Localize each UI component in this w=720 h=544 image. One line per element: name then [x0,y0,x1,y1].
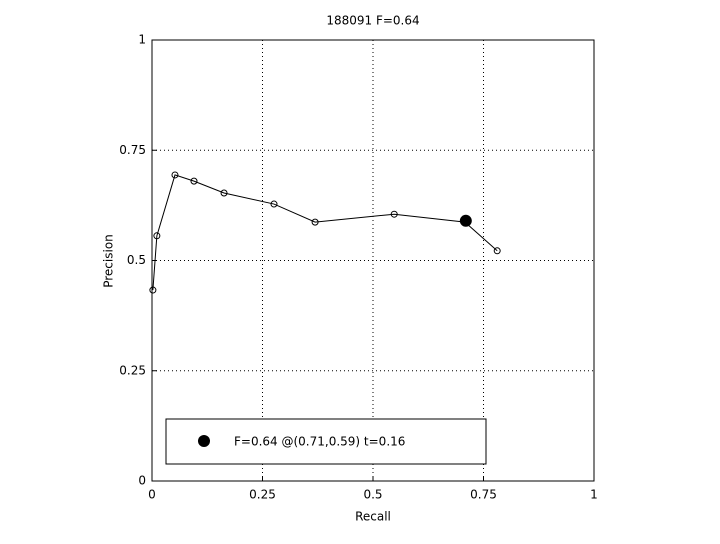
pr-curve [152,174,498,291]
pr-point [153,232,161,240]
x-tick-label: 0.25 [249,488,276,502]
legend-marker [198,435,210,447]
x-tick-label: 0.5 [363,488,382,502]
y-tick-label: 0.25 [119,363,146,377]
x-tick-label: 1 [590,488,598,502]
legend-box [165,418,487,465]
x-axis-label: Recall [355,510,391,524]
x-tick-label: 0 [148,488,156,502]
pr-point [190,177,198,185]
y-tick-label: 1 [138,33,146,47]
legend-label: F=0.64 @(0.71,0.59) t=0.16 [234,435,405,449]
y-tick-label: 0 [138,474,146,488]
pr-point [311,218,319,226]
pr-point [270,200,278,208]
plot-frame [151,39,595,482]
pr-point [149,286,157,294]
pr-point [390,210,398,218]
pr-point [220,189,228,197]
y-tick-label: 0.75 [119,143,146,157]
y-tick-label: 0.5 [127,253,146,267]
chart-title: 188091 F=0.64 [326,14,419,28]
x-tick-label: 0.75 [470,488,497,502]
best-point [459,214,472,227]
y-axis-label: Precision [102,234,116,288]
pr-point [171,171,179,179]
pr-point [493,247,501,255]
